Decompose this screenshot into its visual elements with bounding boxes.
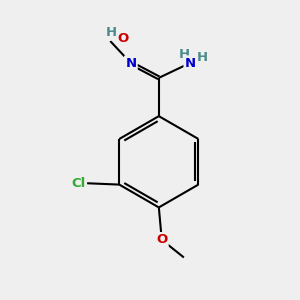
Text: H: H bbox=[196, 51, 208, 64]
Text: O: O bbox=[117, 32, 128, 45]
Text: H: H bbox=[179, 48, 190, 61]
Text: N: N bbox=[125, 57, 136, 70]
Text: H: H bbox=[105, 26, 116, 39]
Text: N: N bbox=[185, 57, 196, 70]
Text: O: O bbox=[156, 233, 167, 246]
Text: Cl: Cl bbox=[72, 177, 86, 190]
